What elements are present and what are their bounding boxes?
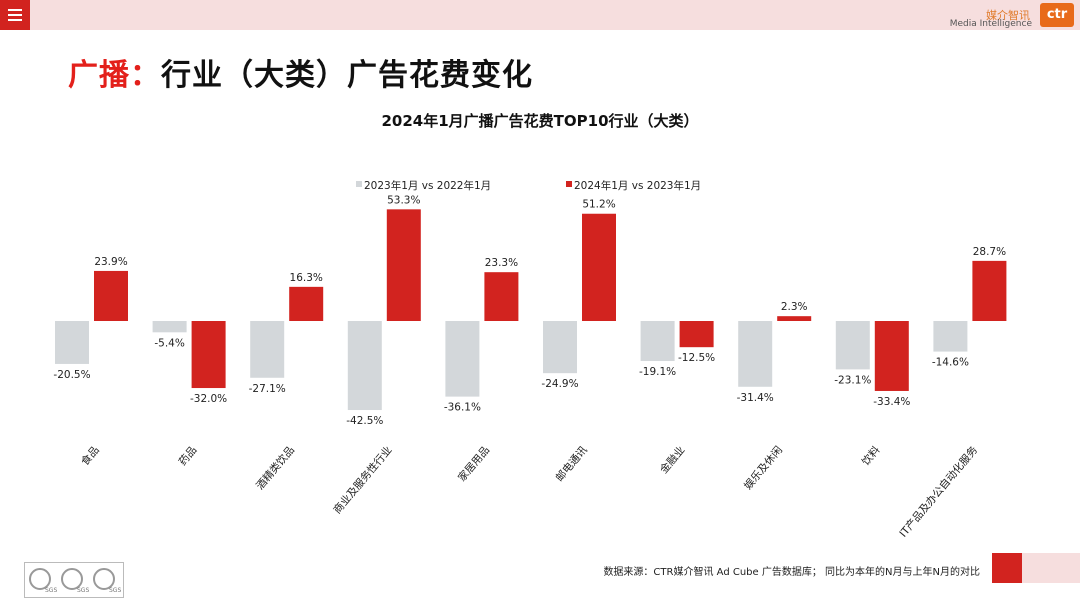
category-label: 酒精类饮品 <box>253 444 297 493</box>
bar <box>289 286 324 321</box>
data-label: -5.4% <box>154 337 184 349</box>
legend-label: 2024年1月 vs 2023年1月 <box>574 179 701 192</box>
category-label: IT产品及办公自动化服务 <box>897 443 981 539</box>
category-label: 娱乐及休闲 <box>741 444 785 493</box>
legend-label: 2023年1月 vs 2022年1月 <box>364 179 491 192</box>
page-title: 广播：行业（大类）广告花费变化 <box>68 50 533 94</box>
ctr-logo: ctr <box>1040 3 1074 27</box>
data-label: 51.2% <box>582 199 615 211</box>
chart-title: 2024年1月广播广告花费TOP10行业（大类） <box>381 112 699 130</box>
data-label: -32.0% <box>190 393 227 405</box>
sgs-label: SGS <box>77 587 90 594</box>
bar <box>386 209 421 321</box>
category-label: 药品 <box>177 444 200 468</box>
bar <box>250 321 285 378</box>
category-label: 商业及服务性行业 <box>331 444 395 517</box>
bar <box>972 260 1007 321</box>
bar <box>55 321 89 364</box>
sgs-label: SGS <box>45 587 58 594</box>
bar <box>679 321 714 348</box>
footer-accent-strip <box>1022 553 1080 583</box>
category-label: 家居用品 <box>455 444 492 485</box>
bar <box>835 321 870 370</box>
data-label: 2.3% <box>781 301 808 313</box>
data-label: 23.9% <box>94 256 127 268</box>
bar <box>347 321 382 411</box>
category-label: 邮电通讯 <box>553 443 590 484</box>
category-label: 食品 <box>78 444 101 468</box>
data-label: 23.3% <box>485 257 518 269</box>
legend-swatch <box>566 181 572 187</box>
data-label: -20.5% <box>53 369 90 381</box>
bar <box>874 321 909 391</box>
bar <box>94 270 128 321</box>
bar <box>191 321 226 389</box>
footer-accent-block <box>992 553 1022 583</box>
sgs-certification-logos: SGS SGS SGS <box>24 562 124 598</box>
data-label: -23.1% <box>834 374 871 386</box>
category-label: 饮料 <box>859 443 883 468</box>
data-label: -27.1% <box>249 383 286 395</box>
bar <box>543 321 577 374</box>
top-bar <box>0 0 1080 30</box>
source-note: 数据来源：CTR媒介智讯 Ad Cube 广告数据库； 同比为本年的N月与上年N… <box>603 567 980 578</box>
chart-data-labels: -20.5% 23.9% -5.4% -32.0% -27.1% 16.3% -42.5% 5… <box>53 194 1006 427</box>
logo-chinese-text: 媒介智讯 <box>986 9 1030 22</box>
sgs-seal-icon <box>93 568 115 590</box>
logo-english-text: Media Intelligence <box>949 19 1032 29</box>
sgs-seal-icon <box>29 568 51 590</box>
data-label: -14.6% <box>932 357 969 369</box>
data-label: 16.3% <box>290 272 323 284</box>
bar <box>640 321 675 362</box>
bar <box>738 321 773 387</box>
data-label: -33.4% <box>873 396 910 408</box>
data-label: -36.1% <box>444 402 481 414</box>
data-label: -19.1% <box>639 366 676 378</box>
data-label: 28.7% <box>973 246 1006 258</box>
bar <box>933 321 968 352</box>
page-title-prefix: 广播： <box>68 58 161 93</box>
menu-icon[interactable] <box>0 0 30 30</box>
bar-chart: 2023年1月 vs 2022年1月 2024年1月 vs 2023年1月 -20… <box>53 179 1007 540</box>
page-title-main: 行业（大类）广告花费变化 <box>161 58 533 93</box>
bar <box>777 316 812 321</box>
data-label: -42.5% <box>346 415 383 427</box>
chart-bars <box>55 209 1007 411</box>
category-label: 金融业 <box>657 444 687 476</box>
bar <box>484 272 519 321</box>
bar <box>152 321 187 333</box>
legend-swatch <box>356 181 362 187</box>
data-label: -31.4% <box>737 392 774 404</box>
chart-legend: 2023年1月 vs 2022年1月 2024年1月 vs 2023年1月 <box>356 179 701 192</box>
sgs-label: SGS <box>109 587 122 594</box>
chart-category-labels: 食品 药品 酒精类饮品 商业及服务性行业 家居用品 邮电通讯 金融业 娱乐及休闲 饮料 IT产品及… <box>78 443 980 539</box>
data-label: -24.9% <box>541 378 578 390</box>
data-label: -12.5% <box>678 352 715 364</box>
bar <box>582 213 616 321</box>
sgs-seal-icon <box>61 568 83 590</box>
bar <box>445 321 480 397</box>
data-label: 53.3% <box>387 194 420 206</box>
